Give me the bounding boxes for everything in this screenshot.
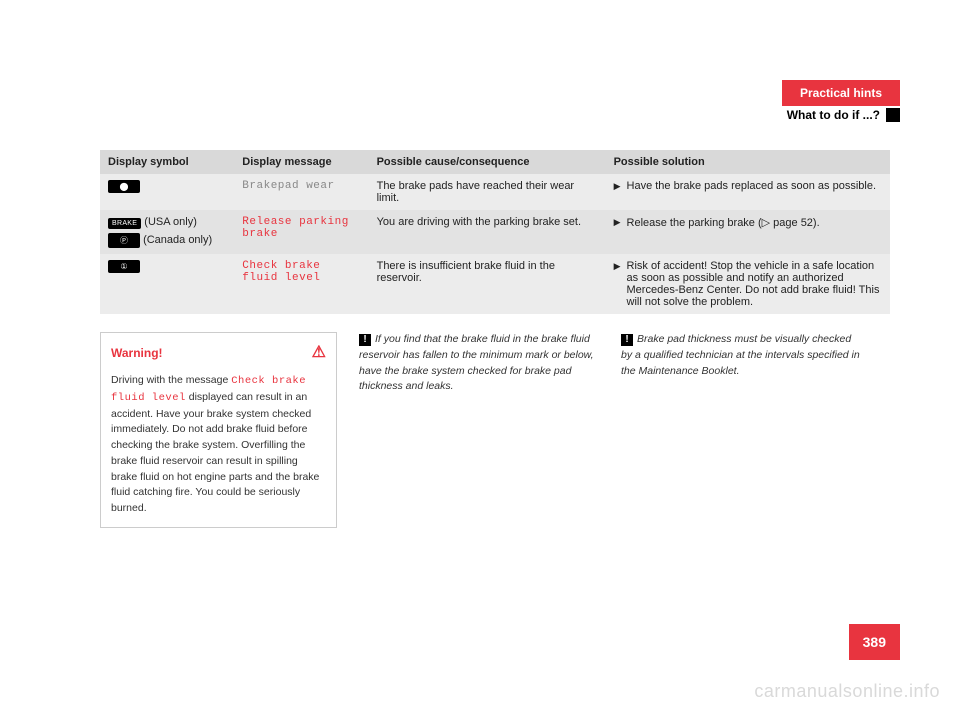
symbol-note: (USA only) xyxy=(144,216,197,228)
symbol-note: (Canada only) xyxy=(143,234,212,246)
symbol-icon: Ⓟ xyxy=(108,233,140,248)
col-symbol: Display symbol xyxy=(100,150,234,174)
subsection-header: What to do if ...? xyxy=(787,108,900,122)
solution-text: Risk of accident! Stop the vehicle in a … xyxy=(627,260,882,308)
note-text: Brake pad thickness must be visually che… xyxy=(621,333,860,377)
bullet-icon: ▶ xyxy=(614,217,621,229)
warning-text: Driving with the message xyxy=(111,374,231,386)
note-icon: ! xyxy=(621,334,633,346)
note-2: !Brake pad thickness must be visually ch… xyxy=(621,332,861,528)
warning-box: Warning! ⚠ Driving with the message Chec… xyxy=(100,332,337,528)
col-solution: Possible solution xyxy=(606,150,890,174)
warning-icon: ⚠ xyxy=(312,341,326,365)
table-row: BRAKE (USA only) Ⓟ (Canada only) Release… xyxy=(100,210,890,254)
warning-title: Warning! xyxy=(111,344,163,362)
col-cause: Possible cause/consequence xyxy=(369,150,606,174)
symbol-icon: BRAKE xyxy=(108,218,141,229)
lower-section: Warning! ⚠ Driving with the message Chec… xyxy=(100,332,890,528)
solution-text: Have the brake pads replaced as soon as … xyxy=(627,180,877,192)
cause-text: The brake pads have reached their wear l… xyxy=(369,174,606,210)
watermark: carmanualsonline.info xyxy=(754,681,940,702)
col-message: Display message xyxy=(234,150,368,174)
content: Display symbol Display message Possible … xyxy=(100,150,890,528)
warning-body: Driving with the message Check brake flu… xyxy=(101,369,336,527)
display-message: Brakepad wear xyxy=(234,174,368,210)
warning-text: displayed can result in an accident. Hav… xyxy=(111,391,319,514)
symbol-icon: ⬤ xyxy=(108,180,140,193)
subsection-text: What to do if ...? xyxy=(787,108,880,122)
section-header: Practical hints xyxy=(782,80,900,106)
display-message: Release parking brake xyxy=(234,210,368,254)
bullet-icon: ▶ xyxy=(614,181,621,192)
messages-table: Display symbol Display message Possible … xyxy=(100,150,890,314)
note-text: If you find that the brake fluid in the … xyxy=(359,333,594,392)
note-1: !If you find that the brake fluid in the… xyxy=(359,332,599,528)
table-row: ⬤ Brakepad wear The brake pads have reac… xyxy=(100,174,890,210)
header-marker xyxy=(886,108,900,122)
display-message: Check brake fluid level xyxy=(234,254,368,314)
page-number: 389 xyxy=(849,624,900,660)
table-row: ① Check brake fluid level There is insuf… xyxy=(100,254,890,314)
solution-text: Release the parking brake (▷ page 52). xyxy=(627,216,820,229)
bullet-icon: ▶ xyxy=(614,261,621,308)
note-icon: ! xyxy=(359,334,371,346)
cause-text: You are driving with the parking brake s… xyxy=(369,210,606,254)
symbol-icon: ① xyxy=(108,260,140,273)
cause-text: There is insufficient brake fluid in the… xyxy=(369,254,606,314)
